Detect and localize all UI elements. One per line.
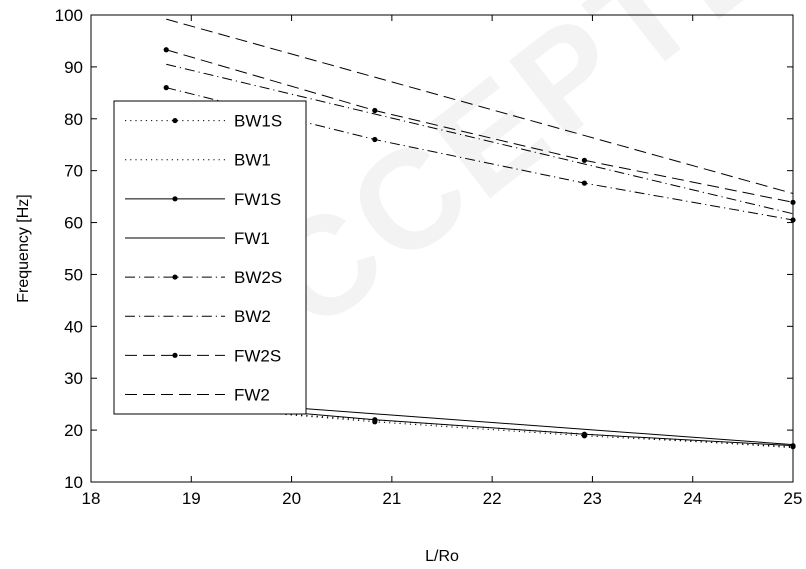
- y-tick-label: 40: [64, 317, 83, 336]
- y-tick-label: 10: [64, 473, 83, 492]
- legend-marker-fw1s: [172, 196, 178, 202]
- legend-label-bw1: BW1: [234, 151, 271, 170]
- data-point-fw2s: [581, 157, 588, 163]
- legend-label-bw2: BW2: [234, 307, 271, 326]
- series-line-fw2: [166, 18, 794, 194]
- legend-label-fw2: FW2: [234, 385, 270, 404]
- x-tick-label: 25: [784, 489, 803, 508]
- data-point-fw2s: [372, 107, 378, 114]
- x-tick-label: 18: [82, 489, 101, 508]
- x-tick-label: 22: [483, 489, 502, 508]
- legend-label-bw1s: BW1S: [234, 112, 282, 131]
- data-point-bw2s: [163, 85, 169, 91]
- y-tick-label: 50: [64, 265, 83, 284]
- y-tick-label: 80: [64, 110, 83, 129]
- y-tick-label: 100: [55, 6, 83, 25]
- axes: 18 19 20 21 22 23 24 25 10 20 30 40 50 60 70 80 90 100 L/R…: [15, 6, 802, 565]
- legend-marker-bw1s: [172, 117, 178, 124]
- y-tick-label: 20: [64, 421, 83, 440]
- data-point-fw2s: [790, 199, 796, 205]
- x-axis-label: L/Ro: [425, 548, 459, 565]
- legend-box: [113, 100, 307, 415]
- legend-label-bw2s: BW2S: [234, 268, 282, 287]
- y-tick-label: 30: [64, 369, 83, 388]
- x-tick-label: 19: [182, 489, 201, 508]
- series-line-fw2s: [166, 49, 794, 203]
- data-point-bw2s: [581, 180, 588, 186]
- plot-frame: [90, 14, 794, 483]
- legend-label-fw1s: FW1S: [234, 190, 281, 209]
- x-tick-label: 24: [683, 489, 702, 508]
- data-point-fw2s: [163, 47, 169, 53]
- data-point-fw1s: [790, 443, 796, 449]
- legend-marker-fw2s: [172, 352, 178, 358]
- legend-label-fw2s: FW2S: [234, 346, 281, 365]
- data-point-fw1s: [581, 431, 588, 437]
- x-tick-label: 23: [583, 489, 602, 508]
- x-tick-label: 21: [382, 489, 401, 508]
- data-point-bw2s: [790, 217, 796, 223]
- data-point-bw2s: [372, 136, 378, 143]
- legend: BW1S BW1 FW1S FW1 BW2S BW2 FW2S FW2: [113, 100, 307, 415]
- y-axis-label: Frequency [Hz]: [15, 194, 32, 302]
- y-tick-label: 90: [64, 58, 83, 77]
- series-line-bw2: [166, 63, 794, 215]
- y-tick-label: 60: [64, 214, 83, 233]
- legend-marker-bw2s: [172, 274, 178, 280]
- x-tick-label: 20: [282, 489, 301, 508]
- legend-label-fw1: FW1: [234, 229, 270, 248]
- series-line-bw2s: [166, 87, 794, 221]
- data-point-fw1s: [372, 417, 378, 423]
- y-tick-label: 70: [64, 162, 83, 181]
